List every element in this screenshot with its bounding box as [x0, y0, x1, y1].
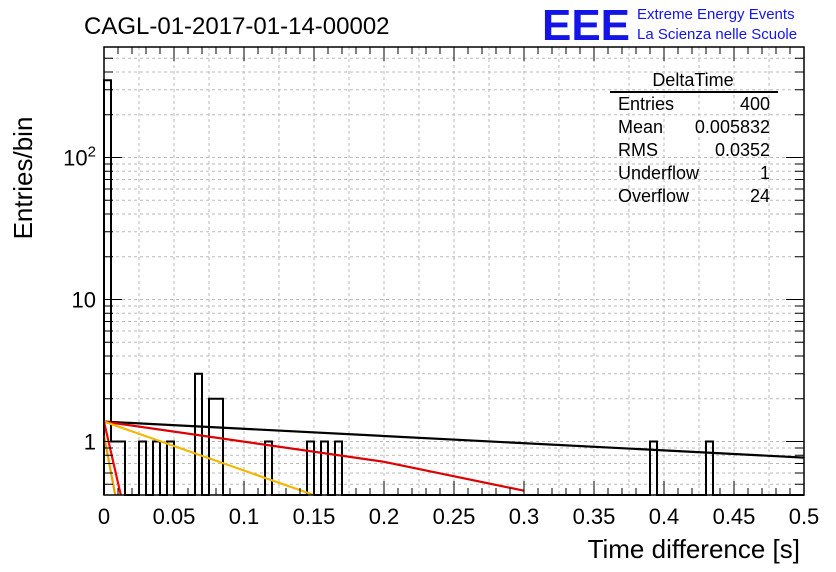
- x-tick-label: 0.25: [433, 504, 476, 529]
- stats-row-label: Overflow: [618, 186, 690, 206]
- x-tick-label: 0.2: [369, 504, 400, 529]
- stats-row-value: 1: [760, 163, 770, 183]
- fit-curve: [103, 420, 805, 459]
- fit-curves: [102, 420, 805, 497]
- logo-mark: EEE: [542, 1, 630, 50]
- x-tick-label: 0: [98, 504, 110, 529]
- fit-curve: [103, 420, 315, 497]
- x-tick-label: 0.5: [789, 504, 820, 529]
- x-tick-label: 0.4: [649, 504, 680, 529]
- stats-row-value: 0.0352: [715, 140, 770, 160]
- chart-title: CAGL-01-2017-01-14-00002: [84, 13, 390, 40]
- stats-row-label: RMS: [618, 140, 658, 160]
- x-axis-label: Time difference [s]: [588, 534, 800, 564]
- stats-box: DeltaTime Entries 400 Mean 0.005832 RMS 0.035…: [610, 70, 778, 206]
- x-tick-label: 0.35: [573, 504, 616, 529]
- fit-curve: [103, 420, 525, 492]
- stats-row-label: Mean: [618, 117, 663, 137]
- stats-row-value: 0.005832: [695, 117, 770, 137]
- y-axis-label: Entries/bin: [8, 117, 38, 240]
- grid: [104, 46, 804, 495]
- y-tick-label: 10: [72, 287, 96, 312]
- y-tick-label: 1: [84, 430, 96, 455]
- logo-line-2: La Scienza nelle Scuole: [637, 26, 797, 43]
- x-tick-label: 0.05: [153, 504, 196, 529]
- fit-curve: [102, 435, 117, 496]
- stats-title: DeltaTime: [652, 70, 733, 90]
- x-tick-label: 0.45: [713, 504, 756, 529]
- y-tick-exponent: 2: [88, 143, 96, 160]
- x-tick-labels: 0 0.05 0.1 0.15 0.2 0.25 0.3 0.35 0.4 0.45 0.5: [98, 504, 819, 529]
- stats-row-value: 400: [740, 94, 770, 114]
- stats-rows: Entries 400 Mean 0.005832 RMS 0.0352 Underflow…: [618, 94, 770, 206]
- fit-curve: [102, 421, 122, 496]
- stats-row-label: Entries: [618, 94, 674, 114]
- logo-line-1: Extreme Energy Events: [637, 6, 795, 23]
- x-tick-label: 0.1: [229, 504, 260, 529]
- axis-ticks: [103, 46, 805, 495]
- stats-row-label: Underflow: [618, 163, 700, 183]
- y-tick-label: 102: [63, 143, 96, 170]
- y-tick-labels: 1 10 102: [63, 143, 96, 454]
- x-tick-label: 0.3: [509, 504, 540, 529]
- stats-row-value: 24: [750, 186, 770, 206]
- eee-logo: EEE Extreme Energy Events La Scienza nel…: [542, 1, 797, 50]
- x-tick-label: 0.15: [293, 504, 336, 529]
